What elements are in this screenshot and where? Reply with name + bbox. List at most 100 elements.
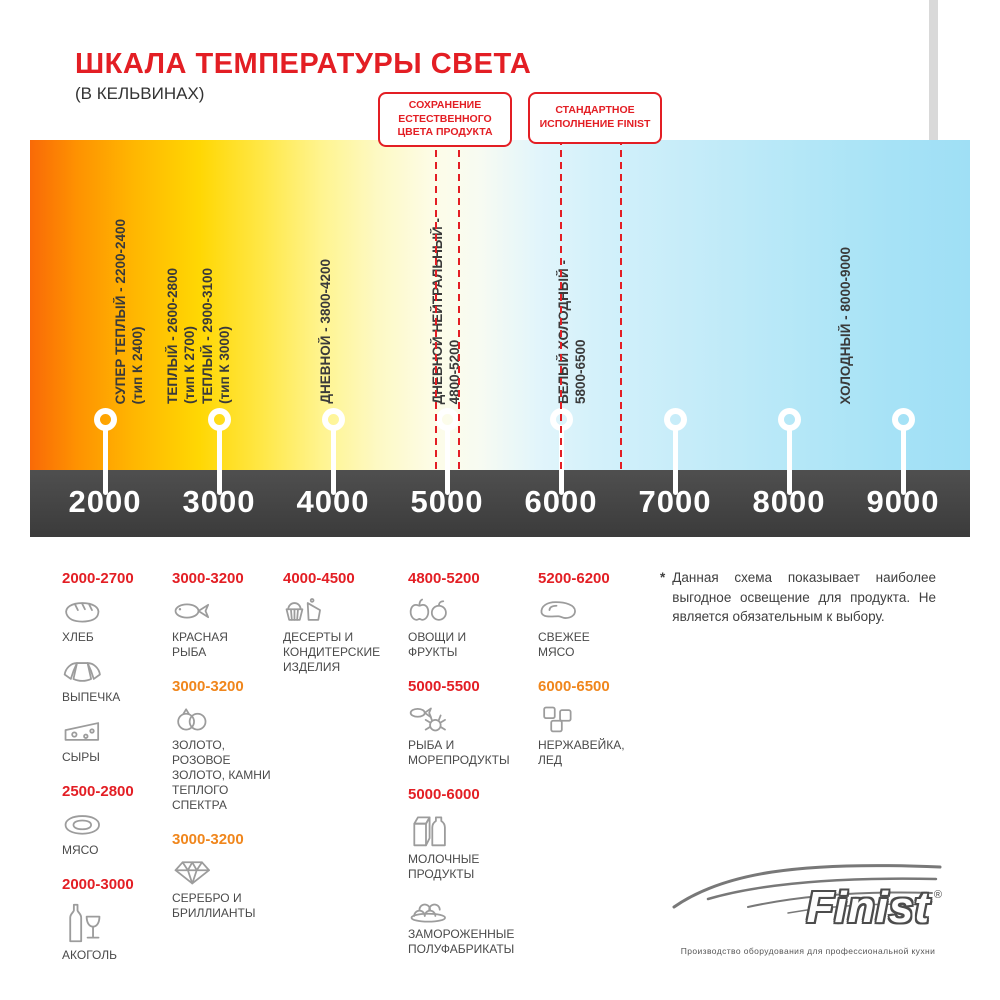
legend-column-5: 5200-6200 СВЕЖЕЕ МЯСО 6000-6500 НЕРЖАВЕЙ… (538, 570, 638, 786)
legend-group: 2000-3000 АКОГОЛЬ (62, 876, 164, 963)
legend-group: 5000-5500 РЫБА И МОРЕПРОДУКТЫ (408, 678, 528, 768)
wing-icon (672, 864, 942, 914)
zone-label-daylight: ДНЕВНОЙ - 3800-4200 (318, 259, 333, 404)
callout-finist-standard-text: СТАНДАРТНОЕ ИСПОЛНЕНИЕ FINIST (539, 104, 651, 130)
legend-column-4: 4800-5200 ОВОЩИ И ФРУКТЫ 5000-5500 РЫБА … (408, 570, 528, 975)
legend-item-ice: НЕРЖАВЕЙКА, ЛЕД (538, 704, 638, 768)
legend-item-dairy: МОЛОЧНЫЕ ПРОДУКТЫ (408, 812, 528, 882)
diamond-icon (174, 861, 210, 885)
legend-group: 2000-2700 ХЛЕБ ВЫПЕЧКА СЫРЫ (62, 570, 164, 765)
legend-item-frozen: ЗАМОРОЖЕННЫЕ ПОЛУФАБРИКАТЫ (408, 893, 528, 957)
callout-natural-color-text: СОХРАНЕНИЕ ЕСТЕСТВЕННОГО ЦВЕТА ПРОДУКТА (397, 99, 493, 139)
legend-column-1: 2000-2700 ХЛЕБ ВЫПЕЧКА СЫРЫ (62, 570, 164, 981)
zone-label-warm-3000: ТЕПЛЫЙ - 2900-3100 (тип К 3000) (200, 268, 232, 404)
range-label: 5200-6200 (538, 570, 610, 587)
fruits-icon (409, 598, 447, 621)
legend-item-seafood: РЫБА И МОРЕПРОДУКТЫ (408, 704, 528, 768)
dashed-line-5200 (458, 138, 460, 470)
kelvin-bar: 2000 3000 4000 5000 6000 7000 8000 9000 (30, 470, 970, 537)
alcohol-icon (69, 903, 101, 943)
legend-group: 3000-3200 ЗОЛОТО, РОЗОВОЕ ЗОЛОТО, КАМНИ … (172, 678, 278, 813)
scale-marker-dot (778, 408, 801, 431)
scale-marker-stem (445, 429, 450, 495)
brand-name: Finist (806, 883, 930, 932)
brand-tagline: Производство оборудования для профессион… (680, 946, 936, 956)
legend-group: 3000-3200 КРАСНАЯ РЫБА (172, 570, 278, 660)
range-label: 2000-3000 (62, 876, 134, 893)
dashed-line-6000 (560, 138, 562, 470)
legend-item-fresh-meat: СВЕЖЕЕ МЯСО (538, 596, 638, 660)
scale-marker-stem (217, 429, 222, 495)
legend-column-2: 3000-3200 КРАСНАЯ РЫБА 3000-3200 ЗОЛОТО,… (172, 570, 278, 939)
cheese-icon (64, 722, 100, 741)
zone-label-super-warm: СУПЕР ТЕПЛЫЙ - 2200-2400 (тип К 2400) (113, 218, 145, 404)
legend-item-cheese: СЫРЫ (62, 716, 164, 765)
range-label: 2500-2800 (62, 783, 134, 800)
range-label: 4800-5200 (408, 570, 480, 587)
legend-item-gold: ЗОЛОТО, РОЗОВОЕ ЗОЛОТО, КАМНИ ТЕПЛОГО СП… (172, 704, 278, 813)
bread-icon (65, 602, 100, 623)
seafood-icon (409, 707, 446, 732)
callout-finist-standard: СТАНДАРТНОЕ ИСПОЛНЕНИЕ FINIST (528, 92, 662, 144)
footnote-asterisk: * (660, 570, 666, 585)
scale-marker-dot (664, 408, 687, 431)
range-label: 6000-6500 (538, 678, 610, 695)
finist-logo: Finist ® Производство оборудования для п… (668, 855, 948, 960)
scale-marker-stem (787, 429, 792, 495)
scale-marker-dot (208, 408, 231, 431)
dashed-line-4800 (435, 138, 437, 470)
temperature-gradient: СУПЕР ТЕПЛЫЙ - 2200-2400 (тип К 2400) ТЕ… (30, 140, 970, 495)
legend-group: 5000-6000 МОЛОЧНЫЕ ПРОДУКТЫ ЗАМОРОЖЕННЫЕ… (408, 786, 528, 957)
legend-item-silver: СЕРЕБРО И БРИЛЛИАНТЫ (172, 857, 278, 921)
range-label: 4000-4500 (283, 570, 355, 587)
legend-item-red-fish: КРАСНАЯ РЫБА (172, 596, 278, 660)
footnote-text: Данная схема показывает наиболее выгодно… (672, 570, 936, 625)
zone-label-cold: ХОЛОДНЫЙ - 8000-9000 (838, 246, 853, 404)
legend-group: 6000-6500 НЕРЖАВЕЙКА, ЛЕД (538, 678, 638, 768)
range-label: 3000-3200 (172, 831, 244, 848)
legend-item-bread: ХЛЕБ (62, 596, 164, 645)
range-label: 5000-6000 (408, 786, 480, 803)
scale-marker-dot (94, 408, 117, 431)
header: ШКАЛА ТЕМПЕРАТУРЫ СВЕТА (В КЕЛЬВИНАХ) (75, 48, 531, 104)
scale-marker-stem (901, 429, 906, 495)
range-label: 2000-2700 (62, 570, 134, 587)
legend-group: 3000-3200 СЕРЕБРО И БРИЛЛИАНТЫ (172, 831, 278, 921)
page-title: ШКАЛА ТЕМПЕРАТУРЫ СВЕТА (75, 48, 532, 80)
legend-item-alcohol: АКОГОЛЬ (62, 902, 164, 963)
fish-icon (174, 603, 210, 619)
legend-group: 4000-4500 ДЕСЕРТЫ И КОНДИТЕРСКИЕ ИЗДЕЛИЯ (283, 570, 401, 675)
croissant-icon (63, 662, 101, 682)
registered-mark: ® (933, 889, 942, 901)
zone-label-warm-2700: ТЕПЛЫЙ - 2600-2800 (тип К 2700) (165, 268, 197, 404)
legend-item-pastry: ВЫПЕЧКА (62, 656, 164, 705)
decor-strip (929, 0, 938, 141)
legend-item-vegetables: ОВОЩИ И ФРУКТЫ (408, 596, 528, 660)
dairy-icon (413, 816, 446, 847)
meat-icon (64, 815, 100, 835)
scale-marker-stem (331, 429, 336, 495)
legend-group: 5200-6200 СВЕЖЕЕ МЯСО (538, 570, 638, 660)
footnote: * Данная схема показывает наиболее выгод… (660, 568, 936, 627)
range-label: 3000-3200 (172, 570, 244, 587)
dashed-line-6500 (620, 138, 622, 470)
frozen-icon (410, 903, 446, 923)
page-subtitle: (В КЕЛЬВИНАХ) (75, 84, 205, 103)
scale-marker-stem (103, 429, 108, 495)
fresh-meat-icon (540, 601, 576, 619)
rings-icon (177, 708, 207, 731)
legend-group: 2500-2800 МЯСО (62, 783, 164, 858)
scale-marker-dot (322, 408, 345, 431)
legend-item-desserts: ДЕСЕРТЫ И КОНДИТЕРСКИЕ ИЗДЕЛИЯ (283, 596, 401, 675)
scale-marker-stem (673, 429, 678, 495)
callout-natural-color: СОХРАНЕНИЕ ЕСТЕСТВЕННОГО ЦВЕТА ПРОДУКТА (378, 92, 512, 147)
range-label: 3000-3200 (172, 678, 244, 695)
range-label: 5000-5500 (408, 678, 480, 695)
legend-item-meat: МЯСО (62, 809, 164, 858)
legend-column-3: 4000-4500 ДЕСЕРТЫ И КОНДИТЕРСКИЕ ИЗДЕЛИЯ (283, 570, 401, 693)
legend-group: 4800-5200 ОВОЩИ И ФРУКТЫ (408, 570, 528, 660)
scale-marker-dot (436, 408, 459, 431)
dessert-icon (285, 598, 321, 621)
ice-icon (543, 706, 572, 733)
